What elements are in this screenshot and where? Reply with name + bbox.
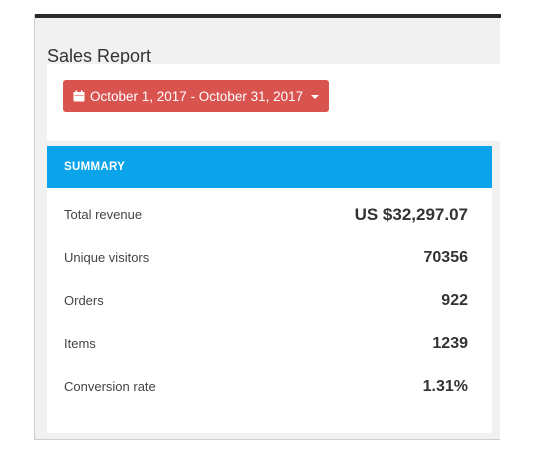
- caret-down-icon: [311, 95, 320, 99]
- summary-row-value: 70356: [423, 248, 469, 266]
- summary-row-label: Items: [64, 336, 96, 351]
- date-range-button[interactable]: October 1, 2017 - October 31, 2017: [63, 80, 330, 112]
- summary-card: SUMMARY Total revenue US $32,297.07 Uniq…: [47, 146, 492, 433]
- summary-row-value: 922: [441, 291, 468, 309]
- sales-report-panel: Sales Report October 1, 2017 - October 3…: [34, 14, 501, 440]
- summary-row-orders: Orders 922: [47, 279, 492, 322]
- summary-row-value: 1239: [432, 334, 468, 352]
- summary-row-conversion-rate: Conversion rate 1.31%: [47, 365, 492, 408]
- summary-row-unique-visitors: Unique visitors 70356: [47, 236, 492, 279]
- summary-row-items: Items 1239: [47, 322, 492, 365]
- summary-row-label: Total revenue: [64, 207, 143, 222]
- summary-row-label: Orders: [64, 293, 104, 308]
- summary-row-value: 1.31%: [422, 377, 468, 395]
- summary-row-label: Unique visitors: [64, 250, 150, 265]
- calendar-icon: [73, 90, 85, 102]
- top-divider: [35, 14, 501, 18]
- summary-heading: SUMMARY: [47, 146, 492, 188]
- page-title: Sales Report: [47, 46, 152, 66]
- summary-list: Total revenue US $32,297.07 Unique visit…: [47, 188, 492, 408]
- date-filter-section: October 1, 2017 - October 31, 2017: [47, 64, 501, 141]
- summary-row-value: US $32,297.07: [354, 204, 468, 224]
- date-range-label: October 1, 2017 - October 31, 2017: [90, 88, 304, 104]
- summary-row-label: Conversion rate: [64, 379, 156, 394]
- summary-row-total-revenue: Total revenue US $32,297.07: [47, 193, 492, 236]
